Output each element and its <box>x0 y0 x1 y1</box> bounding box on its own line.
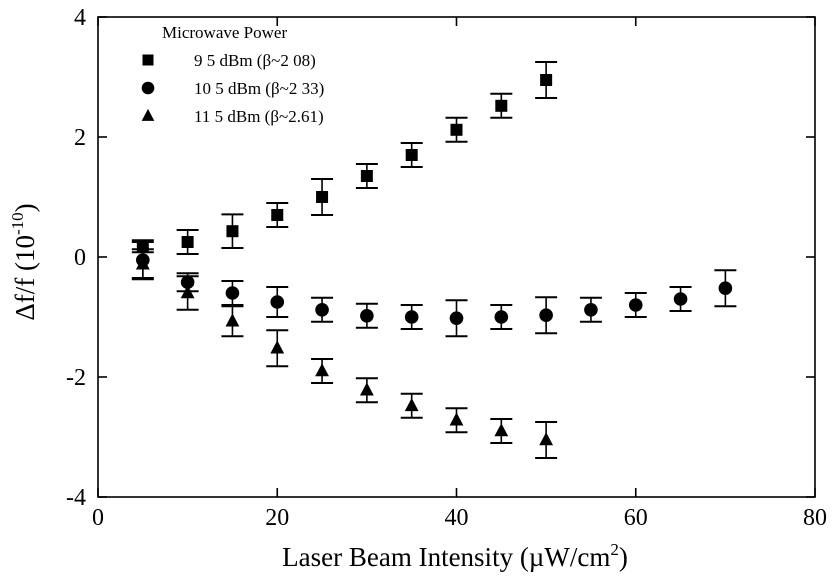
data-point-square <box>316 191 329 203</box>
series-circle <box>131 241 737 338</box>
data-point-circle <box>494 310 509 324</box>
data-point-triangle <box>539 432 554 446</box>
legend-label: 10 5 dBm (β~2 33) <box>194 79 324 98</box>
data-point-triangle <box>135 256 150 270</box>
x-tick-label: 20 <box>265 505 289 531</box>
data-point-square <box>181 236 194 248</box>
data-point-circle <box>315 303 329 317</box>
x-tick-label: 0 <box>92 505 104 531</box>
data-point-circle <box>584 303 598 317</box>
data-point-circle <box>539 308 553 323</box>
data-point-square <box>271 209 284 221</box>
y-tick-label: 2 <box>74 125 86 151</box>
data-point-triangle <box>404 397 419 412</box>
legend-label: 9 5 dBm (β~2 08) <box>194 51 316 70</box>
data-point-triangle <box>315 363 329 377</box>
data-point-square <box>450 123 463 136</box>
legend-marker-triangle <box>141 108 155 121</box>
data-point-triangle <box>359 382 374 396</box>
y-tick-label: 4 <box>74 5 86 31</box>
y-tick-label: 0 <box>74 245 86 271</box>
data-series <box>131 61 737 459</box>
data-point-triangle <box>180 285 195 299</box>
legend: Microwave Power 9 5 dBm (β~2 08) 10 5 dBm… <box>141 23 324 126</box>
data-point-circle <box>360 309 374 323</box>
legend-marker-circle <box>141 81 155 95</box>
x-axis-title: Laser Beam Intensity (µW/cm2) <box>282 540 628 572</box>
data-point-square <box>495 99 508 112</box>
data-point-square <box>360 170 373 182</box>
legend-title: Microwave Power <box>162 23 287 42</box>
axis-ticks: 0 20 40 60 80 -4 -2 0 2 4 <box>66 5 827 531</box>
data-point-circle <box>628 298 643 312</box>
data-point-square <box>540 74 553 86</box>
data-point-circle <box>718 281 733 296</box>
x-tick-label: 60 <box>624 505 648 531</box>
data-point-circle <box>225 286 240 300</box>
data-point-circle <box>673 292 688 306</box>
x-tick-label: 40 <box>445 505 469 531</box>
data-point-circle <box>270 295 285 309</box>
y-axis-title: Δf/f (10-10) <box>8 203 40 320</box>
y-tick-label: -4 <box>66 485 86 511</box>
series-triangle <box>131 248 558 459</box>
legend-label: 11 5 dBm (β~2.61) <box>194 107 324 126</box>
y-tick-label: -2 <box>66 365 86 391</box>
data-point-triangle <box>225 313 240 327</box>
data-point-triangle <box>449 412 464 426</box>
data-point-triangle <box>270 340 285 354</box>
legend-marker-square <box>142 54 154 66</box>
data-point-square <box>226 225 239 238</box>
data-point-square <box>405 149 418 161</box>
data-point-circle <box>404 310 419 324</box>
data-point-circle <box>449 311 464 326</box>
data-point-triangle <box>494 423 509 437</box>
x-tick-label: 80 <box>803 505 827 531</box>
